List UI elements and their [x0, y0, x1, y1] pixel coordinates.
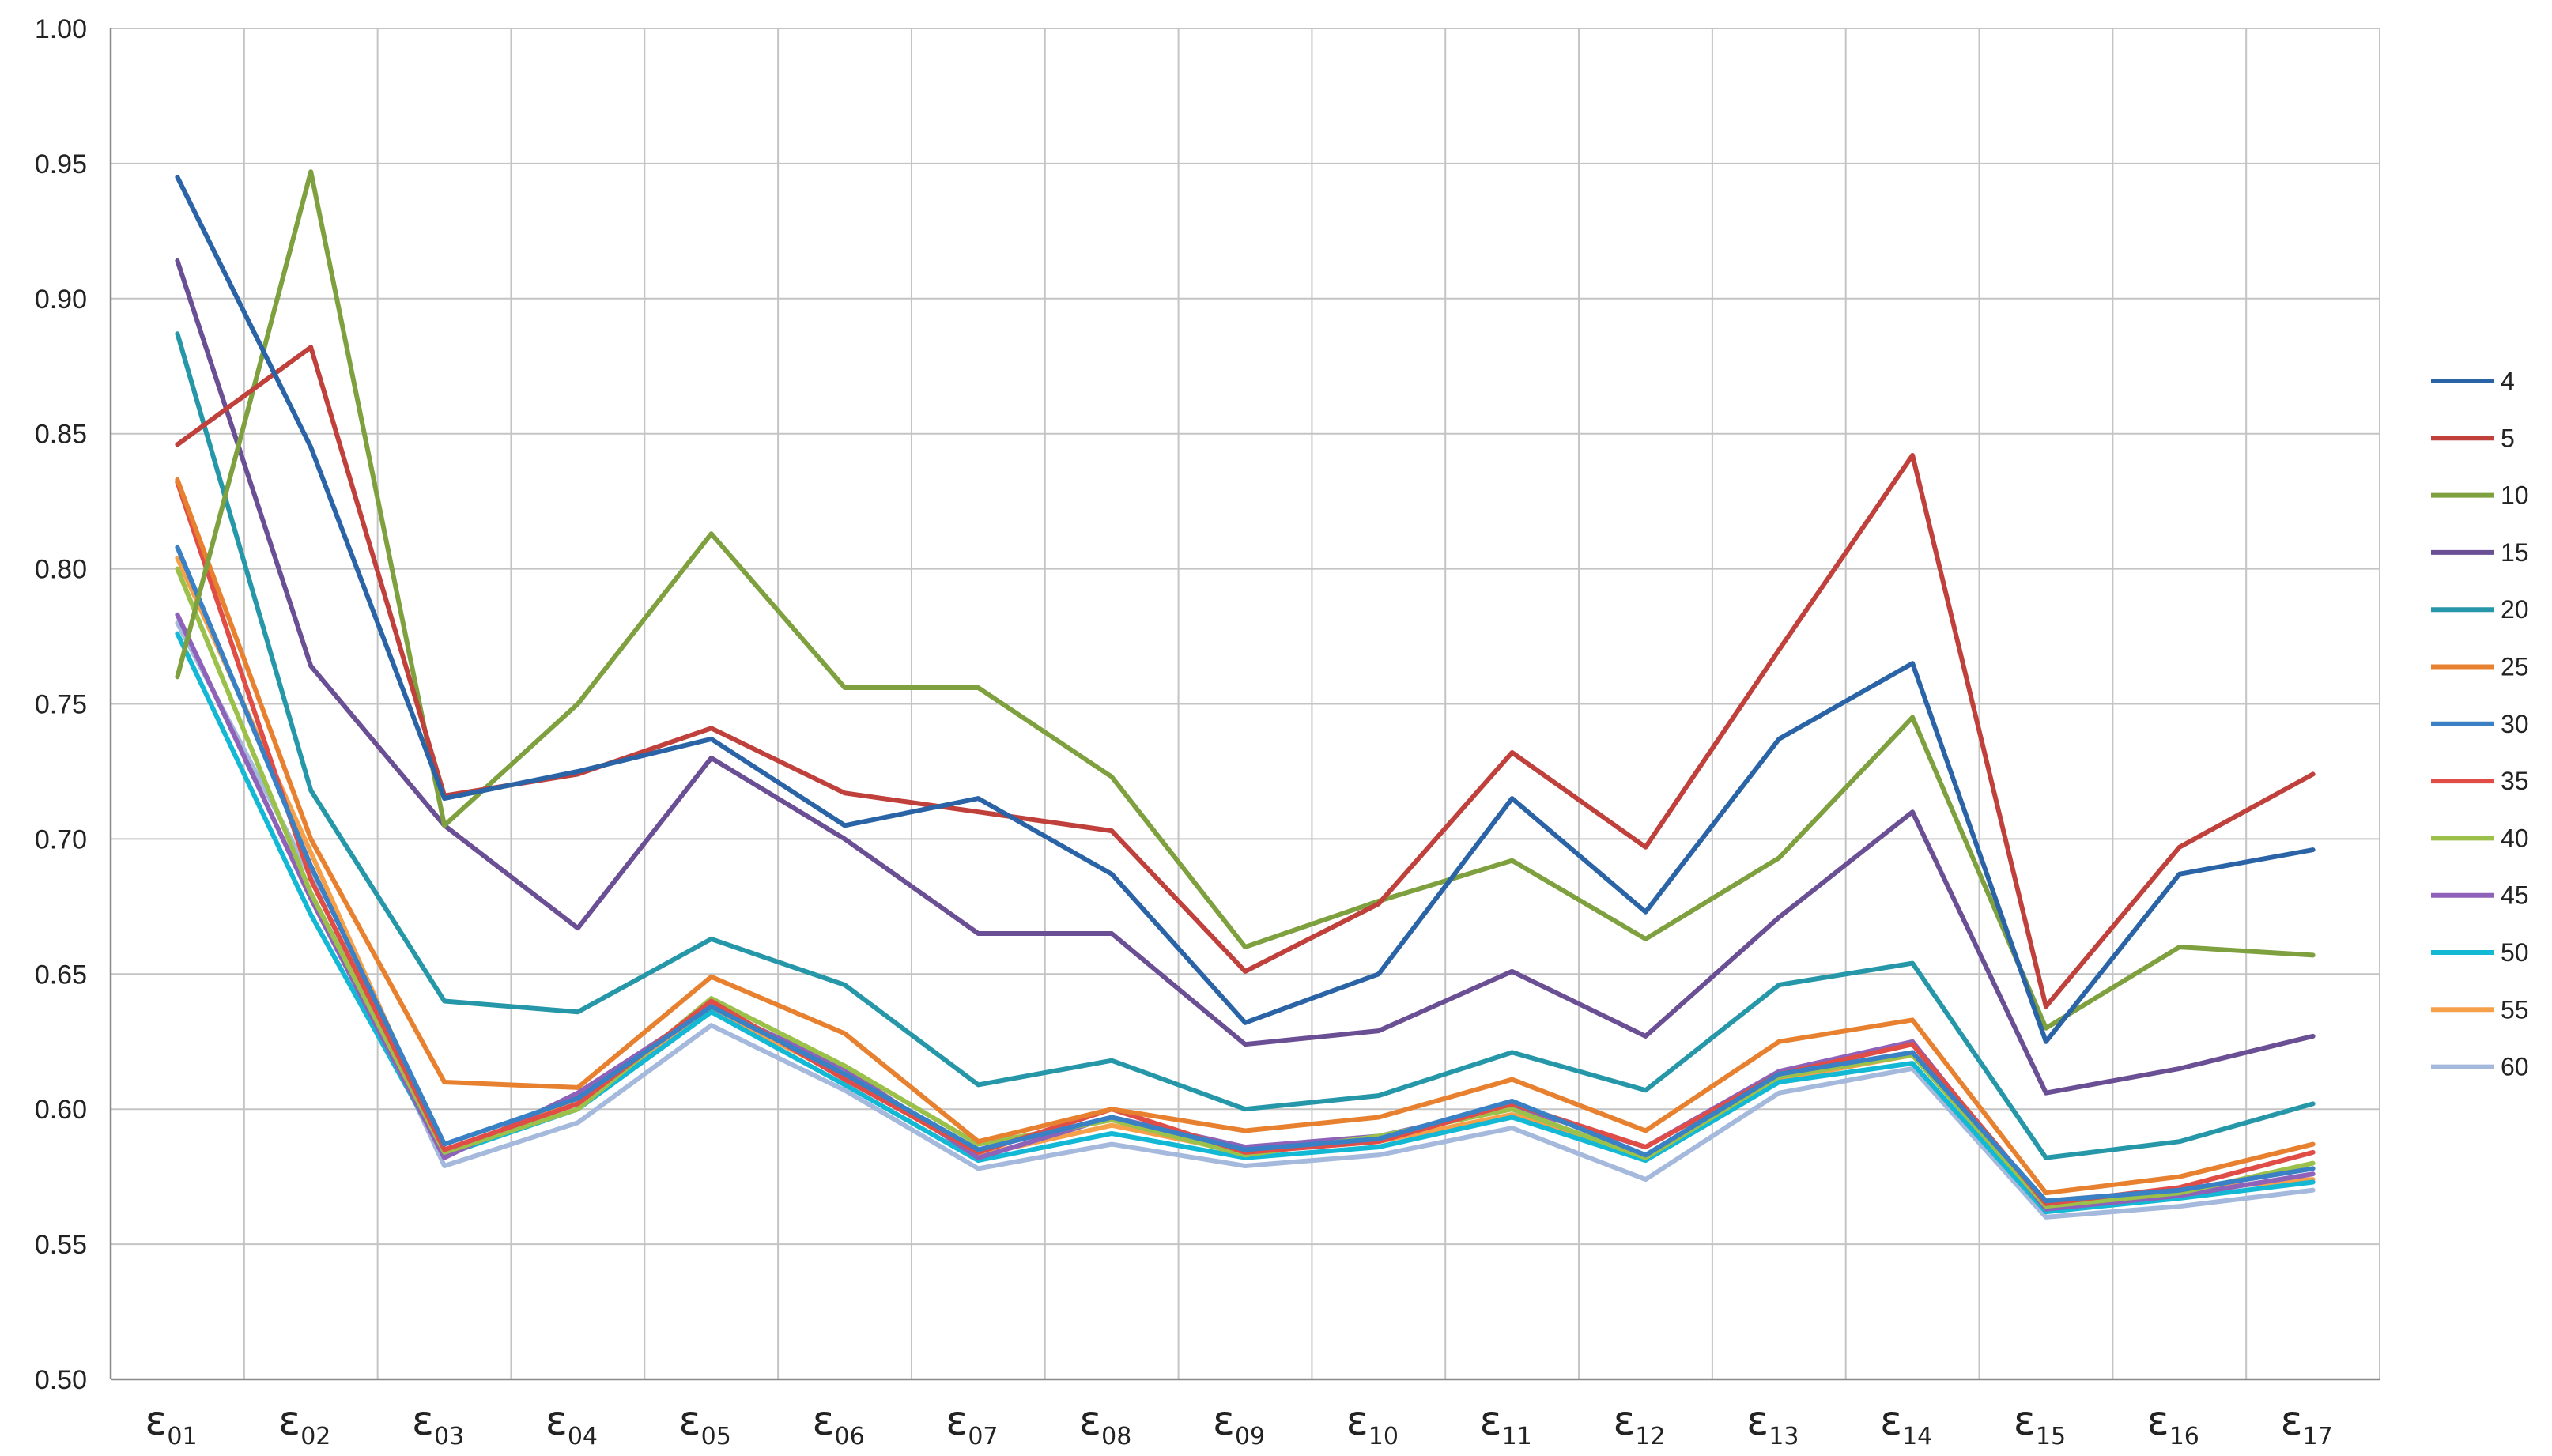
- x-tick-label-base: ε: [2147, 1398, 2169, 1445]
- y-tick-label: 0.65: [35, 960, 87, 990]
- x-tick-label-subscript: 05: [701, 1423, 731, 1450]
- x-tick-label-subscript: 13: [1769, 1423, 1799, 1450]
- legend-label: 25: [2501, 653, 2529, 681]
- legend-label: 5: [2501, 424, 2515, 452]
- series-line-40: [175, 566, 2316, 1209]
- y-tick-label: 0.55: [35, 1230, 87, 1260]
- legend-label: 55: [2501, 995, 2529, 1024]
- x-tick-label: ε01: [145, 1398, 197, 1450]
- y-tick-label: 0.80: [35, 555, 87, 585]
- axes: [109, 28, 2380, 1381]
- x-tick-label: ε13: [1746, 1398, 1799, 1450]
- x-tick-label: ε04: [546, 1398, 598, 1450]
- y-tick-label: 1.00: [35, 14, 87, 44]
- legend-label: 45: [2501, 881, 2529, 910]
- series-line-10: [175, 169, 2316, 1031]
- legend-label: 40: [2501, 824, 2529, 852]
- x-tick-label-base: ε: [546, 1398, 568, 1445]
- x-tick-label: ε16: [2147, 1398, 2199, 1450]
- y-tick-label: 0.70: [35, 824, 87, 854]
- x-tick-label: ε17: [2280, 1398, 2332, 1450]
- legend-label: 60: [2501, 1053, 2529, 1081]
- x-tick-label-base: ε: [679, 1398, 701, 1445]
- x-tick-label: ε09: [1213, 1398, 1265, 1450]
- x-tick-label-subscript: 08: [1101, 1423, 1131, 1450]
- x-tick-label-base: ε: [1613, 1398, 1635, 1445]
- legend-label: 35: [2501, 767, 2529, 795]
- x-tick-label-subscript: 11: [1502, 1423, 1532, 1450]
- x-tick-label: ε02: [278, 1398, 330, 1450]
- x-tick-label-base: ε: [1346, 1398, 1368, 1445]
- x-tick-label-base: ε: [946, 1398, 968, 1445]
- legend-label: 10: [2501, 481, 2529, 510]
- series-line-30: [175, 545, 2316, 1204]
- x-tick-label-base: ε: [812, 1398, 834, 1445]
- y-tick-label: 0.60: [35, 1095, 87, 1125]
- x-tick-label: ε10: [1346, 1398, 1399, 1450]
- x-tick-label-base: ε: [412, 1398, 434, 1445]
- y-tick-label: 0.95: [35, 149, 87, 179]
- legend-label: 50: [2501, 938, 2529, 967]
- legend-label: 30: [2501, 710, 2529, 738]
- x-tick-label-subscript: 07: [968, 1423, 998, 1450]
- y-axis-tick-labels: 0.50 0.55 0.60 0.65 0.70 0.75 0.80 0.85 0.90 0.95…: [35, 14, 87, 1395]
- series-line-25: [175, 477, 2316, 1196]
- data-series: [175, 169, 2316, 1220]
- x-tick-label-subscript: 15: [2036, 1423, 2066, 1450]
- series-line-20: [175, 331, 2316, 1160]
- x-tick-label-subscript: 14: [1902, 1423, 1932, 1450]
- x-tick-label: ε06: [812, 1398, 864, 1450]
- x-tick-label-subscript: 16: [2169, 1423, 2199, 1450]
- x-tick-label: ε11: [1479, 1398, 1531, 1450]
- x-tick-label: ε03: [412, 1398, 464, 1450]
- y-tick-label: 0.75: [35, 690, 87, 720]
- series-line-35: [175, 480, 2316, 1206]
- x-tick-label-base: ε: [1213, 1398, 1235, 1445]
- x-tick-label-subscript: 12: [1635, 1423, 1665, 1450]
- x-tick-label: ε08: [1079, 1398, 1131, 1450]
- series-line-15: [175, 258, 2316, 1096]
- x-tick-label-base: ε: [2014, 1398, 2036, 1445]
- x-tick-label-subscript: 04: [568, 1423, 598, 1450]
- x-tick-label: ε12: [1613, 1398, 1665, 1450]
- y-tick-label: 0.50: [35, 1365, 87, 1395]
- x-tick-label-base: ε: [145, 1398, 167, 1445]
- legend-label: 15: [2501, 538, 2529, 567]
- x-tick-label: ε15: [2014, 1398, 2066, 1450]
- x-tick-label: ε05: [679, 1398, 731, 1450]
- y-tick-label: 0.90: [35, 285, 87, 315]
- x-tick-label-base: ε: [1079, 1398, 1101, 1445]
- x-tick-label-subscript: 10: [1368, 1423, 1399, 1450]
- x-tick-label: ε07: [946, 1398, 998, 1450]
- y-tick-label: 0.85: [35, 420, 87, 450]
- x-axis-tick-labels: ε01 ε02 ε03 ε04 ε05 ε06 ε07 ε08 ε09 ε10 ε11 ε12 ε13 ε…: [145, 1398, 2332, 1450]
- x-tick-label-base: ε: [1479, 1398, 1501, 1445]
- x-tick-label-subscript: 17: [2303, 1423, 2333, 1450]
- series-line-4: [175, 175, 2316, 1044]
- x-tick-label-subscript: 02: [300, 1423, 330, 1450]
- x-tick-label-subscript: 09: [1235, 1423, 1265, 1450]
- series-line-60: [175, 620, 2316, 1220]
- x-tick-label-subscript: 01: [167, 1423, 197, 1450]
- x-tick-label-base: ε: [1746, 1398, 1769, 1445]
- x-tick-label-base: ε: [2280, 1398, 2302, 1445]
- legend-label: 20: [2501, 595, 2529, 624]
- x-tick-label-base: ε: [1880, 1398, 1902, 1445]
- x-tick-label-base: ε: [278, 1398, 300, 1445]
- legend-label: 4: [2501, 367, 2515, 395]
- x-tick-label-subscript: 03: [434, 1423, 464, 1450]
- x-tick-label: ε14: [1880, 1398, 1932, 1450]
- x-tick-label-subscript: 06: [834, 1423, 864, 1450]
